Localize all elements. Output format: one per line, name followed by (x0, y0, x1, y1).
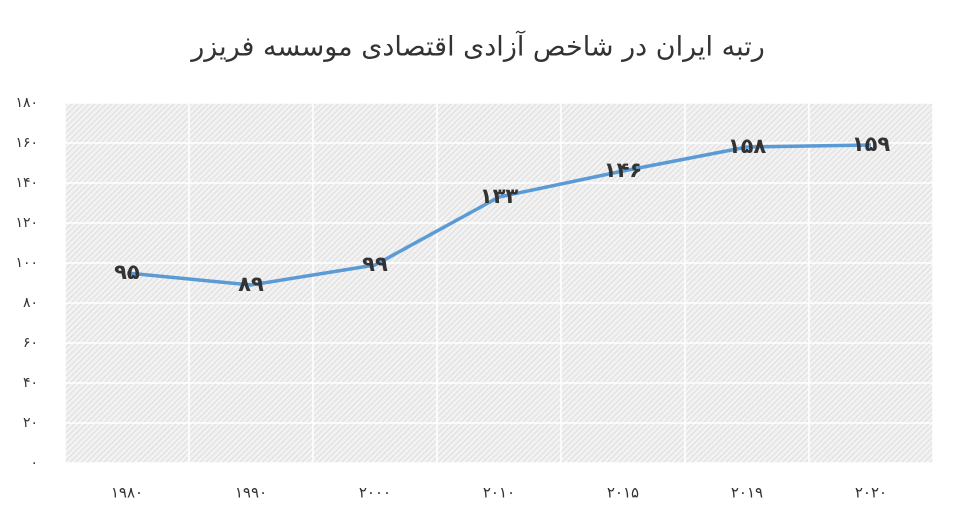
x-tick-label: ۱۹۹۰ (235, 484, 267, 502)
data-label: ۱۵۹ (852, 132, 891, 156)
y-tick-label: ۶۰ (23, 335, 38, 351)
x-tick-label: ۲۰۰۰ (359, 484, 391, 502)
y-tick-label: ۸۰ (23, 295, 38, 311)
x-tick-label: ۲۰۲۰ (855, 484, 887, 502)
x-tick-label: ۲۰۱۵ (607, 484, 639, 502)
y-tick-label: ۱۸۰ (15, 95, 38, 111)
data-label: ۸۹ (238, 272, 264, 296)
y-tick-label: ۱۴۰ (15, 175, 38, 191)
data-label: ۱۴۶ (604, 158, 642, 182)
y-tick-label: ۱۲۰ (15, 215, 38, 231)
x-tick-label: ۱۹۸۰ (111, 484, 143, 502)
data-label: ۱۳۳ (480, 184, 519, 208)
y-tick-label: ۱۶۰ (15, 135, 38, 151)
data-label: ۹۹ (362, 252, 388, 276)
y-tick-label: ۰ (30, 455, 38, 471)
x-tick-label: ۲۰۱۰ (483, 484, 515, 502)
data-line (126, 143, 872, 287)
data-label: ۱۵۸ (728, 134, 767, 158)
y-tick-label: ۴۰ (23, 375, 38, 391)
chart-title: رتبه ایران در شاخص آزادی اقتصادی موسسه ف… (189, 31, 765, 63)
y-tick-label: ۲۰ (23, 415, 38, 431)
x-tick-label: ۲۰۱۹ (731, 484, 763, 502)
plot-area (65, 103, 933, 463)
y-tick-label: ۱۰۰ (15, 255, 38, 271)
data-label: ۹۵ (114, 260, 140, 284)
